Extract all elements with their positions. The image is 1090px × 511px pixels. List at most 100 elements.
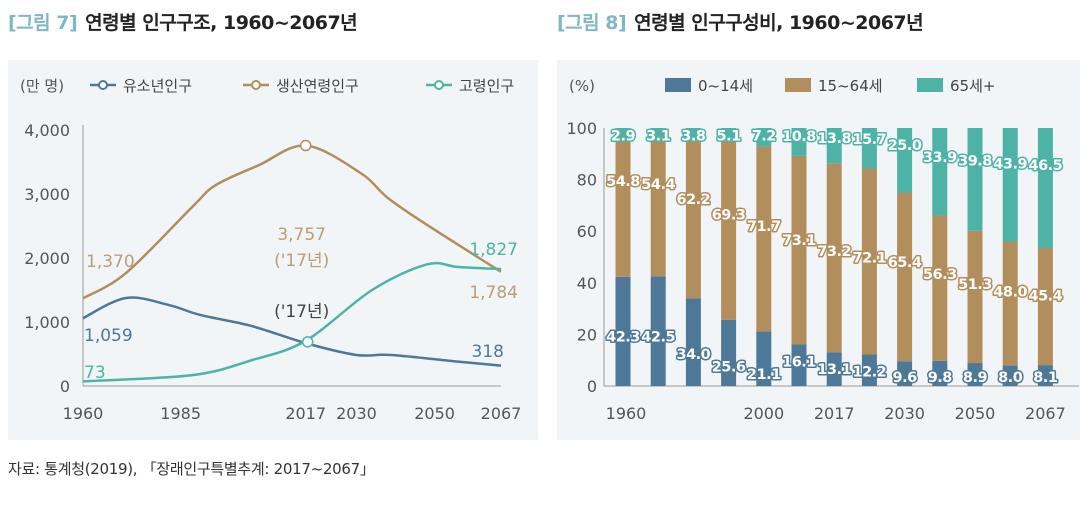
data-label: 1,370 xyxy=(86,252,135,272)
elderly-population-line xyxy=(82,261,502,383)
bar-segment-65plus xyxy=(1037,128,1053,248)
bar-value-label: 34.0 xyxy=(677,347,711,363)
bar-value-label: 72.1 xyxy=(853,251,887,267)
bar-value-label: 7.2 xyxy=(752,129,776,145)
bar-segment-0-14 xyxy=(721,319,737,386)
working-population-line xyxy=(82,144,502,300)
bar-segment-65plus xyxy=(721,128,737,142)
x-tick-label: 1985 xyxy=(160,404,201,423)
legend-label: 생산연령인구 xyxy=(276,77,359,95)
bar-segment-15-64 xyxy=(615,135,631,277)
bar-value-label: 13.1 xyxy=(817,362,851,378)
population-line-chart: (만 명) 유소년인구 생산연령인구 고령인구 0 1,000 2,000 3,000 4,00… xyxy=(20,77,522,423)
y-tick-label: 60 xyxy=(577,222,597,241)
data-label: 318 xyxy=(472,342,504,362)
bar-segment-0-14 xyxy=(826,352,842,386)
bar-segment-0-14 xyxy=(897,361,913,386)
legend-swatch xyxy=(665,78,691,92)
bar-segment-0-14 xyxy=(615,276,631,386)
bar-value-label: 73.1 xyxy=(782,233,816,249)
bar-value-label: 51.3 xyxy=(958,277,992,293)
crossover-marker xyxy=(301,336,314,348)
bar-value-label: 25.6 xyxy=(712,359,746,375)
bar-value-label: 39.8 xyxy=(958,154,992,170)
bar-value-label: 43.9 xyxy=(993,156,1027,172)
bar-segment-15-64 xyxy=(791,155,807,345)
bar-value-label: 54.4 xyxy=(641,177,675,193)
bar-segment-15-64 xyxy=(685,137,701,299)
bar-segment-0-14 xyxy=(650,276,666,386)
bar-segment-65plus xyxy=(826,128,842,164)
y-tick-label: 2,000 xyxy=(24,249,70,268)
x-tick-label: 2030 xyxy=(884,404,925,423)
bar-value-label: 8.0 xyxy=(998,370,1023,386)
bar-value-label: 25.0 xyxy=(888,138,922,154)
y-tick-label: 80 xyxy=(577,171,597,190)
bar-value-label: 12.2 xyxy=(853,365,887,381)
source-note: 자료: 통계청(2019), 「장래인구특별추계: 2017~2067」 xyxy=(8,460,375,478)
bar-segment-15-64 xyxy=(1037,247,1053,366)
bar-segment-65plus xyxy=(650,128,666,136)
legend-marker xyxy=(434,80,444,90)
population-ratio-bar-chart: (%) 0~14세 15~64세 65세+ 0 20 40 60 80 100 42.3 54.8 2.… xyxy=(566,77,1079,423)
bar-value-label: 33.9 xyxy=(923,150,957,166)
bar-value-label: 5.1 xyxy=(717,129,742,145)
bar-segment-15-64 xyxy=(756,146,772,332)
bar-value-label: 2.9 xyxy=(611,129,636,145)
bar-segment-65plus xyxy=(615,128,631,136)
x-tick-label: 2030 xyxy=(336,404,377,423)
bar-value-label: 10.8 xyxy=(782,129,816,145)
y-tick-label: 0 xyxy=(587,377,597,396)
bar-segment-65plus xyxy=(861,128,877,169)
legend-marker xyxy=(251,80,261,90)
bar-value-label: 62.2 xyxy=(677,192,711,208)
bar-segment-15-64 xyxy=(1002,241,1018,366)
bar-value-label: 69.3 xyxy=(712,208,746,224)
y-tick-label: 100 xyxy=(566,119,597,138)
legend-swatch xyxy=(785,78,811,92)
data-label: 73 xyxy=(84,363,106,383)
y-tick-label: 3,000 xyxy=(24,185,70,204)
legend-label: 15~64세 xyxy=(818,77,883,95)
legend-label: 고령인구 xyxy=(459,77,514,95)
bar-value-label: 65.4 xyxy=(888,255,922,271)
bar-segment-15-64 xyxy=(861,168,877,355)
bar-segment-0-14 xyxy=(685,298,701,386)
bar-value-label: 13.8 xyxy=(817,131,851,147)
x-tick-label: 2017 xyxy=(814,404,855,423)
bar-segment-65plus xyxy=(897,128,913,193)
legend-label: 유소년인구 xyxy=(123,77,192,95)
x-tick-label: 1960 xyxy=(63,404,104,423)
bar-segment-15-64 xyxy=(650,135,666,277)
bar-segment-15-64 xyxy=(932,215,948,361)
legend-label: 0~14세 xyxy=(698,77,753,95)
data-label: 1,059 xyxy=(84,326,133,346)
y-tick-label: 0 xyxy=(60,377,70,396)
x-tick-label: 2067 xyxy=(1025,404,1066,423)
bar-segment-65plus xyxy=(685,128,701,138)
youth-population-line xyxy=(82,296,502,367)
legend-marker xyxy=(98,80,108,90)
y-tick-label: 4,000 xyxy=(24,121,70,140)
bar-value-label: 54.8 xyxy=(606,174,640,190)
bar-segment-15-64 xyxy=(897,192,913,362)
x-tick-label: 1960 xyxy=(606,404,647,423)
bar-chart-panel: (%) 0~14세 15~64세 65세+ 0 20 40 60 80 100 42.3 54.8 2.… xyxy=(557,60,1080,440)
bar-value-label: 42.3 xyxy=(606,329,640,345)
bar-segment-65plus xyxy=(932,128,948,216)
legend-label: 65세+ xyxy=(950,77,995,95)
x-tick-label: 2050 xyxy=(414,404,455,423)
x-tick-label: 2067 xyxy=(481,404,522,423)
bar-value-label: 71.7 xyxy=(747,219,781,235)
data-label: 1,784 xyxy=(469,283,518,303)
bar-value-label: 42.5 xyxy=(641,329,675,345)
bar-value-label: 3.8 xyxy=(681,129,706,145)
bar-value-label: 48.0 xyxy=(993,284,1027,300)
x-tick-label: 2017 xyxy=(285,404,326,423)
y-tick-label: 1,000 xyxy=(24,313,70,332)
bar-value-label: 8.9 xyxy=(963,370,988,386)
bar-value-label: 9.8 xyxy=(928,370,953,386)
figure-7-title: [그림 7] 연령별 인구구조, 1960~2067년 xyxy=(8,12,358,34)
x-tick-label: 2050 xyxy=(955,404,996,423)
bar-segment-0-14 xyxy=(861,354,877,386)
